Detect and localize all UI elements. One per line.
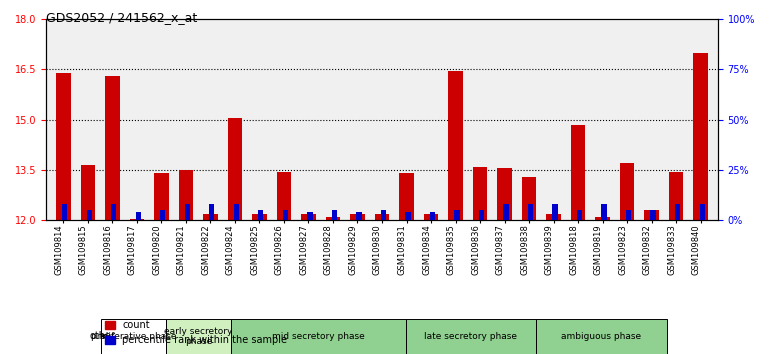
- Bar: [448, 71, 463, 220]
- Bar: [283, 210, 288, 220]
- FancyBboxPatch shape: [166, 319, 231, 354]
- Bar: [620, 163, 634, 220]
- Bar: [129, 218, 144, 220]
- Bar: [136, 212, 141, 220]
- FancyBboxPatch shape: [101, 319, 166, 354]
- Legend: count, percentile rank within the sample: count, percentile rank within the sample: [101, 316, 291, 349]
- Bar: [234, 204, 239, 220]
- Bar: [252, 213, 267, 220]
- Bar: [693, 52, 708, 220]
- Bar: [552, 204, 557, 220]
- Bar: [332, 210, 337, 220]
- Bar: [644, 210, 659, 220]
- Bar: [626, 210, 631, 220]
- Bar: [699, 204, 705, 220]
- Bar: [276, 172, 291, 220]
- Bar: [259, 210, 263, 220]
- Bar: [87, 210, 92, 220]
- Bar: [546, 213, 561, 220]
- Bar: [209, 204, 215, 220]
- Bar: [454, 210, 460, 220]
- Bar: [185, 204, 190, 220]
- Bar: [424, 213, 438, 220]
- Bar: [399, 173, 413, 220]
- Bar: [307, 212, 313, 220]
- Bar: [504, 204, 509, 220]
- Bar: [160, 210, 166, 220]
- Bar: [105, 76, 120, 220]
- Text: proliferative phase: proliferative phase: [91, 332, 176, 341]
- Text: GDS2052 / 241562_x_at: GDS2052 / 241562_x_at: [46, 11, 197, 24]
- Bar: [112, 204, 116, 220]
- Text: ambiguous phase: ambiguous phase: [561, 332, 641, 341]
- Bar: [473, 167, 487, 220]
- Bar: [651, 210, 655, 220]
- Bar: [577, 210, 582, 220]
- Bar: [528, 204, 533, 220]
- Bar: [357, 212, 362, 220]
- Bar: [479, 210, 484, 220]
- Text: late secretory phase: late secretory phase: [424, 332, 517, 341]
- Bar: [669, 172, 684, 220]
- Bar: [381, 210, 386, 220]
- Bar: [62, 204, 68, 220]
- Bar: [595, 217, 610, 220]
- Bar: [203, 213, 218, 220]
- Text: mid secretory phase: mid secretory phase: [272, 332, 365, 341]
- Text: other: other: [90, 331, 116, 341]
- Bar: [350, 213, 365, 220]
- Bar: [675, 204, 680, 220]
- FancyBboxPatch shape: [231, 319, 406, 354]
- Bar: [601, 204, 607, 220]
- Bar: [522, 177, 537, 220]
- Bar: [430, 212, 435, 220]
- Bar: [375, 213, 390, 220]
- Bar: [56, 73, 71, 220]
- Text: early secretory
phase: early secretory phase: [165, 327, 233, 346]
- Bar: [81, 165, 95, 220]
- Bar: [179, 170, 193, 220]
- Bar: [497, 168, 512, 220]
- Bar: [228, 118, 243, 220]
- Bar: [406, 212, 410, 220]
- FancyBboxPatch shape: [406, 319, 536, 354]
- FancyBboxPatch shape: [536, 319, 667, 354]
- Bar: [301, 213, 316, 220]
- Bar: [154, 173, 169, 220]
- Bar: [571, 125, 585, 220]
- Bar: [326, 217, 340, 220]
